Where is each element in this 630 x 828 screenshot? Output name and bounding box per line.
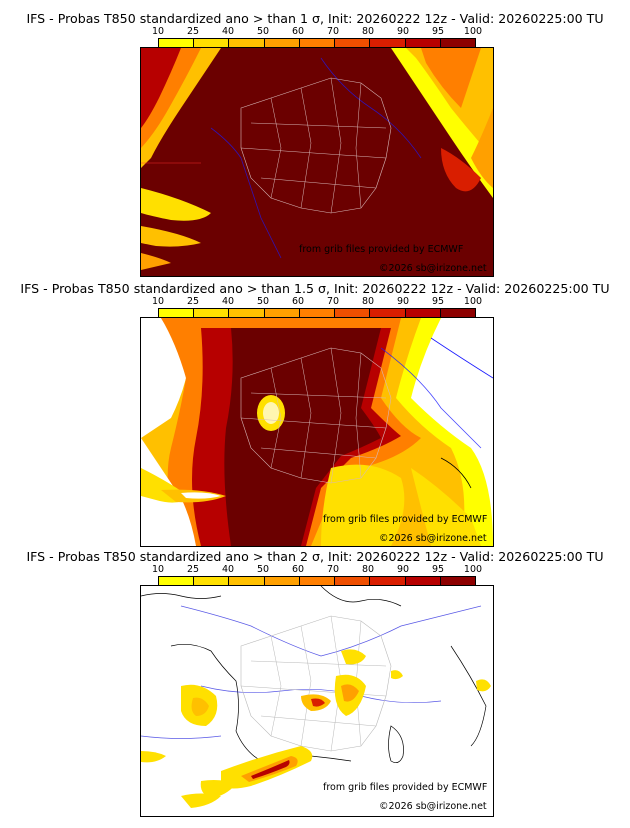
legend-swatch: [335, 577, 371, 586]
legend-swatch: [194, 39, 230, 48]
legend-tick: 10: [151, 26, 165, 37]
panel-title: IFS - Probas T850 standardized ano > tha…: [20, 281, 610, 296]
probability-map: from grib files provided by ECMWF ©2026 …: [140, 47, 494, 277]
legend-tick: 95: [431, 296, 445, 307]
legend-swatch: [405, 309, 441, 318]
map-canvas: [141, 586, 493, 816]
panel-1-5-sigma: IFS - Probas T850 standardized ano > tha…: [0, 270, 630, 547]
probability-map: from grib files provided by ECMWF ©2026 …: [140, 585, 494, 817]
legend-tick: 40: [221, 296, 235, 307]
legend-swatch: [229, 577, 265, 586]
legend-swatch: [370, 309, 406, 318]
legend-swatch: [405, 39, 441, 48]
legend-tick: 10: [151, 296, 165, 307]
legend-swatch: [440, 309, 475, 318]
legend-tick: 80: [361, 296, 375, 307]
legend-swatch: [159, 577, 195, 586]
legend-tick: 90: [396, 564, 410, 575]
legend-tick: 80: [361, 26, 375, 37]
legend-tick: 60: [291, 26, 305, 37]
legend-swatch: [299, 309, 336, 318]
legend-tick: 90: [396, 26, 410, 37]
legend-swatch: [335, 309, 371, 318]
color-legend: 10 25 40 50 60 70 80 90 95 100: [152, 296, 482, 321]
legend-tick: 60: [291, 296, 305, 307]
legend-tick: 50: [256, 296, 270, 307]
credit-copyright: ©2026 sb@irizone.net: [379, 533, 487, 544]
legend-swatch: [335, 39, 371, 48]
legend-tick: 95: [431, 26, 445, 37]
legend-tick: 25: [186, 564, 200, 575]
panel-2-sigma: IFS - Probas T850 standardized ano > tha…: [0, 540, 630, 817]
legend-swatch: [405, 577, 441, 586]
legend-swatch: [194, 577, 230, 586]
credit-source: from grib files provided by ECMWF: [323, 782, 488, 793]
legend-tick: 100: [463, 564, 483, 575]
credit-copyright: ©2026 sb@irizone.net: [379, 801, 487, 812]
legend-tick: 70: [326, 26, 340, 37]
legend-tick: 50: [256, 26, 270, 37]
legend-swatch: [159, 39, 195, 48]
legend-swatch: [194, 309, 230, 318]
legend-swatch: [229, 39, 265, 48]
legend-tick: 70: [326, 296, 340, 307]
legend-swatch: [299, 39, 336, 48]
legend-tick: 100: [463, 26, 483, 37]
legend-swatch: [229, 309, 265, 318]
legend-tick: 80: [361, 564, 375, 575]
legend-tick: 40: [221, 564, 235, 575]
legend-tick: 100: [463, 296, 483, 307]
map-canvas: [141, 318, 493, 546]
legend-swatch: [440, 577, 475, 586]
legend-tick: 60: [291, 564, 305, 575]
legend-tick: 90: [396, 296, 410, 307]
legend-swatch: [370, 577, 406, 586]
legend-tick: 25: [186, 296, 200, 307]
legend-tick: 95: [431, 564, 445, 575]
credit-copyright: ©2026 sb@irizone.net: [379, 263, 487, 274]
legend-swatch: [264, 39, 300, 48]
legend-tick: 25: [186, 26, 200, 37]
legend-tick: 40: [221, 26, 235, 37]
panel-title: IFS - Probas T850 standardized ano > tha…: [26, 549, 604, 564]
legend-swatch: [159, 309, 195, 318]
legend-swatch: [440, 39, 475, 48]
legend-swatch: [264, 309, 300, 318]
legend-tick: 10: [151, 564, 165, 575]
probability-map: from grib files provided by ECMWF ©2026 …: [140, 317, 494, 547]
legend-swatch: [264, 577, 300, 586]
legend-tick: 70: [326, 564, 340, 575]
credit-source: from grib files provided by ECMWF: [299, 244, 464, 255]
credit-source: from grib files provided by ECMWF: [323, 514, 488, 525]
legend-swatch: [370, 39, 406, 48]
panel-title: IFS - Probas T850 standardized ano > tha…: [26, 11, 604, 26]
legend-tick: 50: [256, 564, 270, 575]
legend-swatch: [299, 577, 336, 586]
panel-1-sigma: IFS - Probas T850 standardized ano > tha…: [0, 0, 630, 277]
map-canvas: [141, 48, 493, 276]
